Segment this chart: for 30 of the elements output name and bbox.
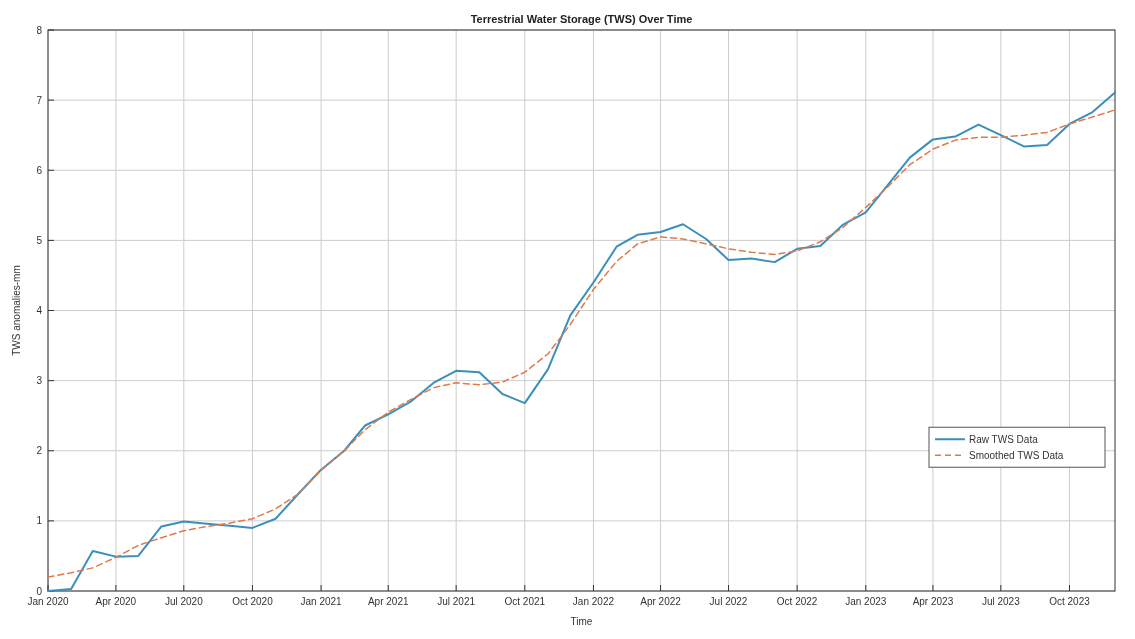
x-tick-label: Oct 2022 [776, 596, 818, 607]
x-tick-label: Apr 2023 [912, 596, 954, 607]
x-axis-title: Time [570, 616, 593, 627]
y-axis-title: TWS anomalies-mm [11, 265, 22, 356]
x-tick-label: Apr 2022 [640, 596, 682, 607]
x-tick-label: Jul 2021 [437, 596, 476, 607]
chart-title: Terrestrial Water Storage (TWS) Over Time [470, 13, 693, 25]
y-tick-label: 5 [36, 234, 43, 246]
x-tick-label: Apr 2021 [367, 596, 409, 607]
x-tick-label: Apr 2020 [95, 596, 137, 607]
x-tick-label: Jan 2023 [845, 596, 887, 607]
x-tick-label: Jan 2020 [27, 596, 70, 607]
x-tick-label: Jul 2020 [164, 596, 204, 607]
y-tick-label: 2 [36, 445, 43, 457]
y-tick-label: 3 [36, 375, 43, 387]
y-tick-label: 8 [36, 24, 43, 36]
x-tick-label: Oct 2023 [1049, 596, 1091, 607]
x-tick-label: Jan 2022 [572, 596, 615, 607]
x-tick-label: Jul 2022 [709, 596, 748, 607]
legend-label: Smoothed TWS Data [969, 450, 1064, 462]
y-tick-label: 7 [36, 94, 43, 106]
legend-label: Raw TWS Data [969, 434, 1039, 446]
y-tick-label: 1 [36, 515, 43, 527]
x-tick-label: Jul 2023 [981, 596, 1021, 607]
x-tick-label: Oct 2020 [232, 596, 274, 607]
x-tick-label: Jan 2021 [300, 596, 343, 607]
y-tick-label: 0 [36, 585, 43, 597]
y-tick-label: 6 [36, 164, 43, 176]
x-tick-label: Oct 2021 [504, 596, 546, 607]
y-tick-label: 4 [36, 305, 43, 316]
